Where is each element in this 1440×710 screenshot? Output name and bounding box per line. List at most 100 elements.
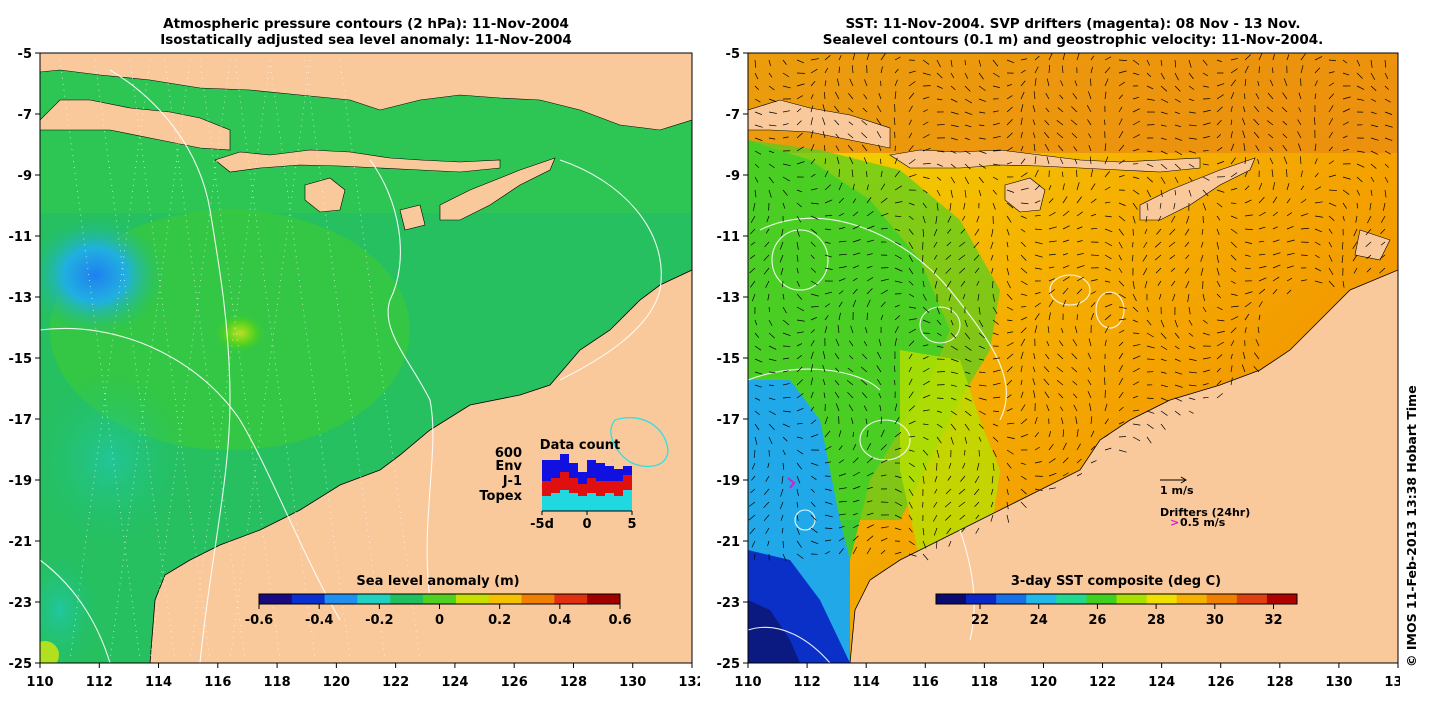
velocity-vector [822, 131, 826, 139]
velocity-vector [908, 174, 917, 178]
velocity-vector [1006, 353, 1014, 360]
velocity-vector [1267, 92, 1274, 100]
velocity-vector [1244, 54, 1251, 61]
velocity-vector [908, 241, 914, 250]
velocity-vector [1244, 171, 1248, 178]
x-tick-label: 126 [501, 675, 528, 690]
velocity-vector [1369, 202, 1372, 211]
velocity-vector [1020, 462, 1026, 465]
velocity-vector [754, 332, 760, 338]
velocity-vector [1202, 136, 1210, 139]
velocity-vector [950, 319, 954, 326]
velocity-vector [1342, 189, 1350, 195]
velocity-vector [1216, 119, 1222, 126]
velocity-vector [810, 254, 815, 260]
velocity-vector [992, 163, 1001, 166]
velocity-vector [1352, 254, 1358, 262]
velocity-vector [1154, 254, 1162, 261]
velocity-vector [1074, 158, 1078, 165]
velocity-vector [1020, 228, 1026, 233]
velocity-vector [1160, 358, 1167, 362]
right-map-area [748, 53, 1398, 663]
x-tick-label: 116 [204, 675, 231, 690]
colorbar-tick-label: 24 [1030, 613, 1048, 628]
velocity-vector [796, 423, 803, 425]
velocity-vector [1243, 93, 1246, 100]
velocity-vector [992, 410, 999, 412]
velocity-vector [978, 59, 982, 67]
velocity-vector [1020, 215, 1027, 219]
velocity-vector [876, 105, 882, 113]
velocity-vector [1076, 443, 1081, 451]
velocity-vector [959, 267, 966, 274]
velocity-vector [1230, 157, 1236, 165]
australia-land-sst [849, 269, 1398, 663]
velocity-vector [1146, 189, 1152, 198]
velocity-vector [1104, 403, 1108, 412]
velocity-vector [1328, 241, 1332, 248]
velocity-vector [1286, 252, 1295, 256]
y-tick-label: -17 [9, 413, 33, 428]
velocity-vector [1118, 202, 1126, 207]
right-colorbar-title: 3-day SST composite (deg C) [1011, 574, 1221, 589]
velocity-vector [922, 436, 929, 441]
velocity-vector [838, 253, 847, 256]
velocity-vector [838, 227, 846, 230]
velocity-vector [860, 366, 868, 373]
velocity-vector [1328, 280, 1335, 288]
velocity-vector [796, 228, 800, 237]
velocity-vector [1356, 72, 1363, 79]
left-axes: 110 112 114 116 118 120 122 124 126 128 130 132 -5 -7… [9, 47, 701, 690]
velocity-vector [823, 392, 826, 399]
velocity-vector [1380, 228, 1386, 235]
velocity-vector [1048, 253, 1056, 256]
velocity-vector [1118, 364, 1123, 373]
velocity-vector [908, 420, 916, 425]
velocity-vector [810, 202, 819, 205]
velocity-vector [1230, 143, 1235, 152]
velocity-vector [753, 449, 756, 458]
velocity-vector [796, 132, 803, 139]
velocity-vector [936, 189, 941, 197]
velocity-vector [908, 254, 914, 263]
velocity-vector [992, 306, 998, 314]
velocity-vector [1272, 276, 1280, 282]
velocity-vector [950, 423, 957, 431]
velocity-vector [1118, 306, 1127, 309]
velocity-vector [1160, 72, 1165, 80]
velocity-vector [1216, 354, 1223, 360]
velocity-vector [1370, 150, 1379, 155]
velocity-vector [1146, 176, 1153, 183]
velocity-vector [866, 535, 874, 542]
velocity-vector [978, 306, 981, 315]
velocity-vector [1257, 326, 1260, 334]
velocity-vector [964, 85, 971, 92]
velocity-vector [1032, 105, 1036, 113]
velocity-vector [824, 254, 832, 258]
velocity-vector [894, 403, 898, 412]
velocity-vector [780, 488, 784, 497]
velocity-vector [964, 319, 968, 328]
velocity-vector [1384, 111, 1393, 115]
data-count-bar-topex [587, 493, 596, 511]
velocity-vector [782, 163, 791, 167]
velocity-vector [1282, 133, 1288, 139]
velocity-vector [880, 459, 888, 464]
velocity-vector [767, 462, 770, 468]
velocity-vector [824, 158, 827, 165]
velocity-vector [824, 241, 831, 244]
velocity-vector [782, 462, 785, 470]
velocity-vector [852, 512, 858, 516]
velocity-vector [973, 241, 980, 249]
velocity-vector [1056, 120, 1064, 126]
velocity-vector [1367, 215, 1372, 224]
velocity-vector [1370, 176, 1375, 183]
velocity-vector [992, 85, 1000, 88]
velocity-vector [963, 202, 966, 210]
velocity-vector [1356, 98, 1365, 101]
velocity-vector [1384, 85, 1389, 90]
velocity-vector [836, 78, 840, 87]
y-tick-label: -21 [717, 535, 741, 550]
velocity-vector [1188, 72, 1194, 80]
